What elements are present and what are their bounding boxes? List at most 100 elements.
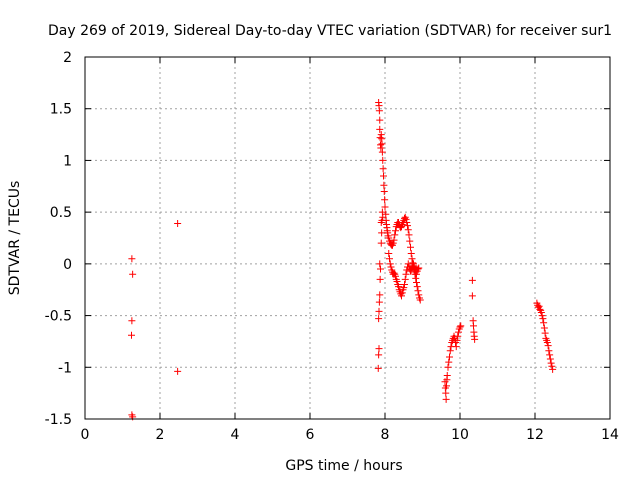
plot-frame: [84, 56, 611, 420]
data-point: [379, 156, 387, 164]
y-tick-label: -1.5: [45, 412, 72, 428]
data-point: [404, 226, 412, 234]
data-point: [442, 395, 450, 403]
chart-title: Day 269 of 2019, Sidereal Day-to-day VTE…: [48, 23, 612, 39]
data-points: [128, 99, 557, 421]
data-point: [416, 296, 424, 304]
data-point: [380, 187, 388, 195]
data-point: [377, 239, 385, 247]
data-point: [385, 250, 393, 258]
data-point: [546, 351, 554, 359]
data-point: [375, 351, 383, 359]
x-tick-label: 4: [231, 427, 240, 443]
data-point: [539, 315, 547, 323]
x-tick-label: 0: [81, 427, 90, 443]
data-point: [128, 317, 136, 325]
data-point: [380, 181, 388, 189]
x-tick-label: 6: [306, 427, 315, 443]
data-point: [404, 222, 411, 230]
data-point: [379, 165, 387, 173]
data-point: [385, 234, 393, 242]
y-tick-label: 1.5: [50, 102, 72, 118]
data-point: [393, 277, 401, 285]
data-point: [378, 229, 386, 237]
data-point: [401, 275, 409, 283]
data-point: [406, 237, 414, 245]
y-axis-label: SDTVAR / TECUs: [7, 181, 23, 296]
data-point: [392, 227, 399, 235]
data-point: [389, 239, 397, 247]
data-point: [398, 292, 405, 300]
data-point: [375, 307, 383, 315]
data-point: [376, 291, 384, 299]
data-point: [548, 362, 556, 370]
data-point: [374, 364, 382, 372]
data-point: [378, 148, 386, 156]
data-point: [415, 291, 423, 299]
data-point: [454, 332, 462, 340]
data-point: [456, 323, 464, 331]
data-point: [380, 172, 387, 180]
data-point: [390, 236, 398, 244]
data-point: [541, 329, 549, 337]
data-point: [443, 382, 450, 390]
data-point: [455, 328, 462, 336]
data-point: [453, 336, 461, 344]
data-point: [377, 144, 385, 152]
data-point: [408, 255, 416, 263]
x-axis-label: GPS time / hours: [285, 458, 402, 474]
data-point: [413, 278, 420, 286]
data-point: [412, 274, 420, 282]
data-point: [407, 250, 415, 258]
y-tick-label: -1: [58, 360, 72, 376]
grid: [85, 57, 610, 419]
data-point: [446, 347, 454, 355]
data-point: [407, 243, 414, 251]
data-point: [395, 283, 402, 291]
data-point: [413, 270, 420, 278]
data-point: [392, 272, 399, 280]
data-point: [375, 315, 383, 323]
data-point: [401, 214, 408, 222]
data-point: [375, 345, 383, 353]
data-point: [535, 302, 543, 310]
data-point: [410, 260, 417, 268]
data-point: [381, 196, 389, 204]
data-point: [442, 389, 450, 397]
data-point: [379, 213, 387, 221]
x-tick-label: 12: [526, 427, 544, 443]
data-point: [468, 292, 476, 300]
data-point: [128, 255, 136, 263]
data-point: [386, 260, 394, 268]
data-point: [468, 276, 476, 284]
data-point: [415, 264, 423, 272]
data-point: [391, 231, 399, 239]
data-point: [402, 270, 410, 278]
y-tick-label: 0.5: [50, 205, 72, 221]
data-point: [407, 267, 414, 275]
data-point: [376, 275, 384, 283]
data-point: [445, 358, 453, 366]
data-point: [174, 220, 182, 228]
data-point: [446, 353, 453, 361]
data-point: [538, 312, 546, 320]
data-point: [545, 347, 553, 355]
y-tick-label: 1: [63, 153, 72, 169]
data-point: [405, 231, 413, 239]
data-point: [540, 319, 548, 327]
y-tick-label: 2: [63, 50, 72, 66]
data-point: [381, 203, 389, 211]
data-point: [546, 355, 554, 363]
data-point: [387, 263, 395, 271]
data-point: [457, 322, 465, 330]
data-point: [378, 140, 386, 148]
data-point: [536, 305, 544, 313]
data-point: [403, 218, 411, 226]
data-point: [452, 343, 460, 351]
data-point: [400, 284, 408, 292]
y-tick-label: 0: [63, 257, 72, 273]
data-point: [413, 283, 421, 291]
x-tick-label: 2: [156, 427, 165, 443]
data-point: [543, 338, 551, 346]
